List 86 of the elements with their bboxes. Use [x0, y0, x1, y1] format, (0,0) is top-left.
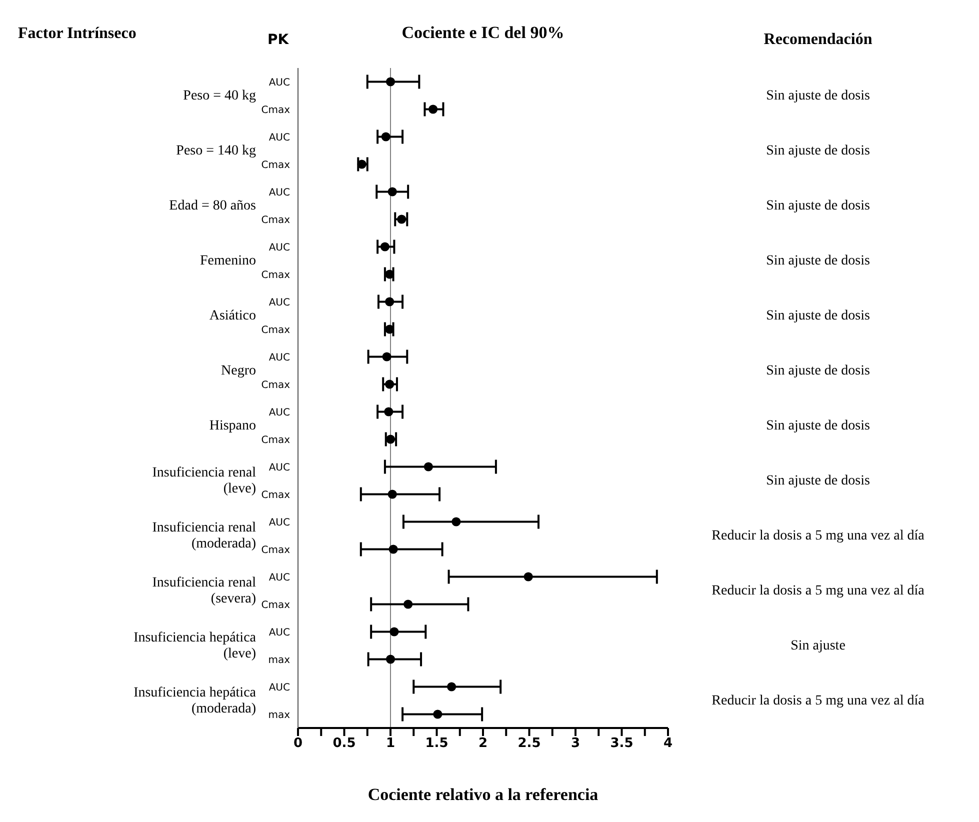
x-tick-label: 2 [478, 736, 488, 752]
text: Factor Intrínseco [18, 25, 136, 42]
y-tick-label: AUC [268, 407, 290, 418]
point [385, 324, 394, 334]
text: Edad = 80 años [169, 198, 256, 213]
text: Recomendación [764, 31, 872, 48]
y-tick-label: Cmax [261, 324, 290, 336]
y-tick-label: Cmax [261, 544, 290, 556]
y-tick-label: Cmax [261, 380, 290, 391]
point [388, 490, 397, 499]
point [452, 517, 461, 526]
y-tick-label: AUC [268, 77, 290, 88]
point [390, 627, 399, 636]
y-tick-label: Cmax [261, 490, 290, 501]
text: Insuficiencia renal (severa) [152, 574, 256, 606]
point [382, 352, 392, 362]
point [428, 104, 438, 114]
y-tick-label: AUC [268, 572, 290, 584]
text: Peso = 140 kg [176, 143, 256, 158]
y-tick-label: max [268, 710, 290, 721]
x-tick-label: 0.5 [332, 736, 356, 752]
y-tick-label: max [268, 654, 290, 666]
text: Asiático [209, 308, 256, 323]
x-tick-label: 3 [570, 736, 580, 752]
text: Insuficiencia renal (leve) [152, 464, 256, 496]
point [447, 682, 456, 692]
point [384, 407, 394, 416]
y-tick-label: AUC [268, 682, 290, 694]
point [424, 462, 433, 472]
point [433, 710, 442, 719]
point [388, 544, 398, 554]
text: Reducir la dosis a 5 mg una vez al día [712, 693, 926, 708]
y-tick-label: Cmax [261, 214, 290, 226]
y-tick-label: Cmax [261, 270, 290, 281]
text: Sin ajuste de dosis [766, 143, 870, 158]
text: Reducir la dosis a 5 mg una vez al día [712, 583, 926, 598]
point [386, 77, 396, 86]
text: Hispano [209, 418, 256, 433]
y-tick-label: AUC [268, 132, 290, 144]
text: Sin ajuste de dosis [766, 88, 870, 103]
y-tick-label: AUC [268, 352, 290, 364]
x-tick-label: 1 [386, 736, 396, 752]
point [357, 160, 366, 169]
x-tick-label: 0 [293, 736, 303, 752]
x-tick-label: 2.5 [518, 736, 541, 752]
y-tick-label: Cmax [261, 104, 290, 116]
x-tick-label: 1.5 [425, 736, 448, 752]
y-tick-label: AUC [268, 462, 290, 474]
text: Insuficiencia hepática (moderada) [134, 684, 257, 716]
text: Sin ajuste de dosis [766, 308, 870, 323]
point [388, 187, 397, 196]
x-tick-label: 4 [663, 736, 673, 752]
point [385, 297, 394, 306]
point [385, 270, 394, 279]
x-axis-title: Cociente relativo a la referencia [368, 785, 599, 804]
y-tick-label: Cmax [261, 160, 290, 171]
text: Femenino [200, 253, 256, 268]
text: Sin ajuste [790, 638, 846, 653]
y-tick-label: AUC [268, 627, 290, 638]
point [381, 132, 390, 142]
point [386, 434, 396, 444]
point [524, 572, 533, 582]
y-tick-label: AUC [268, 242, 290, 254]
text: Sin ajuste de dosis [766, 198, 870, 213]
point [404, 600, 413, 609]
point [386, 654, 396, 664]
text: Sin ajuste de dosis [766, 253, 870, 268]
text: Insuficiencia renal (moderada) [152, 520, 256, 552]
y-tick-label: AUC [268, 517, 290, 528]
text: Sin ajuste de dosis [766, 473, 870, 488]
text: Insuficiencia hepática (leve) [134, 630, 257, 662]
y-tick-label: AUC [268, 297, 290, 308]
text: PK [267, 32, 290, 48]
point [385, 380, 394, 389]
text: Sin ajuste de dosis [766, 418, 870, 433]
text: Sin ajuste de dosis [766, 363, 870, 378]
text: Peso = 40 kg [183, 88, 256, 103]
y-tick-label: Cmax [261, 434, 290, 446]
x-tick-label: 3.5 [610, 736, 634, 752]
y-tick-label: AUC [268, 187, 290, 198]
chart-title: Cociente e IC del 90% [402, 23, 564, 42]
text: Negro [221, 363, 256, 378]
y-tick-label: Cmax [261, 600, 290, 611]
point [380, 242, 390, 252]
text: Reducir la dosis a 5 mg una vez al día [712, 528, 926, 543]
point [397, 214, 406, 224]
